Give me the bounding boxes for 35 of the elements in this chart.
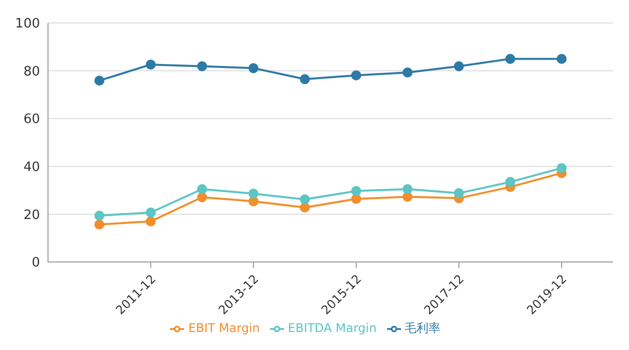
point: [556, 163, 567, 174]
y-tick-label: 60: [23, 112, 40, 128]
point: [197, 192, 208, 202]
point: [454, 61, 464, 72]
point: [248, 63, 258, 74]
point: [402, 184, 413, 194]
point: [300, 202, 310, 213]
point: [351, 194, 362, 204]
point: [94, 219, 104, 230]
point: [197, 61, 208, 72]
y-tick-label: 0: [32, 256, 40, 271]
point: [94, 76, 104, 86]
point: [505, 176, 516, 187]
point: [146, 60, 156, 70]
y-tick-label: 80: [23, 64, 40, 80]
legend-label: 毛利率: [404, 321, 441, 335]
point: [146, 208, 156, 218]
point: [402, 67, 413, 78]
point: [248, 196, 258, 206]
point: [248, 188, 258, 199]
y-tick-label: 100: [15, 16, 40, 32]
y-tick-label: 20: [23, 208, 40, 223]
point: [197, 184, 208, 194]
point: [300, 194, 310, 204]
point: [146, 216, 156, 226]
point: [300, 74, 310, 84]
point: [505, 54, 516, 64]
legend-label: EBIT Margin: [188, 321, 260, 335]
point: [454, 188, 464, 198]
point: [556, 54, 567, 64]
point: [351, 70, 362, 80]
point: [351, 186, 362, 196]
point: [94, 210, 104, 221]
y-tick-label: 40: [23, 160, 40, 176]
legend-label: EBITDA Margin: [288, 321, 377, 335]
